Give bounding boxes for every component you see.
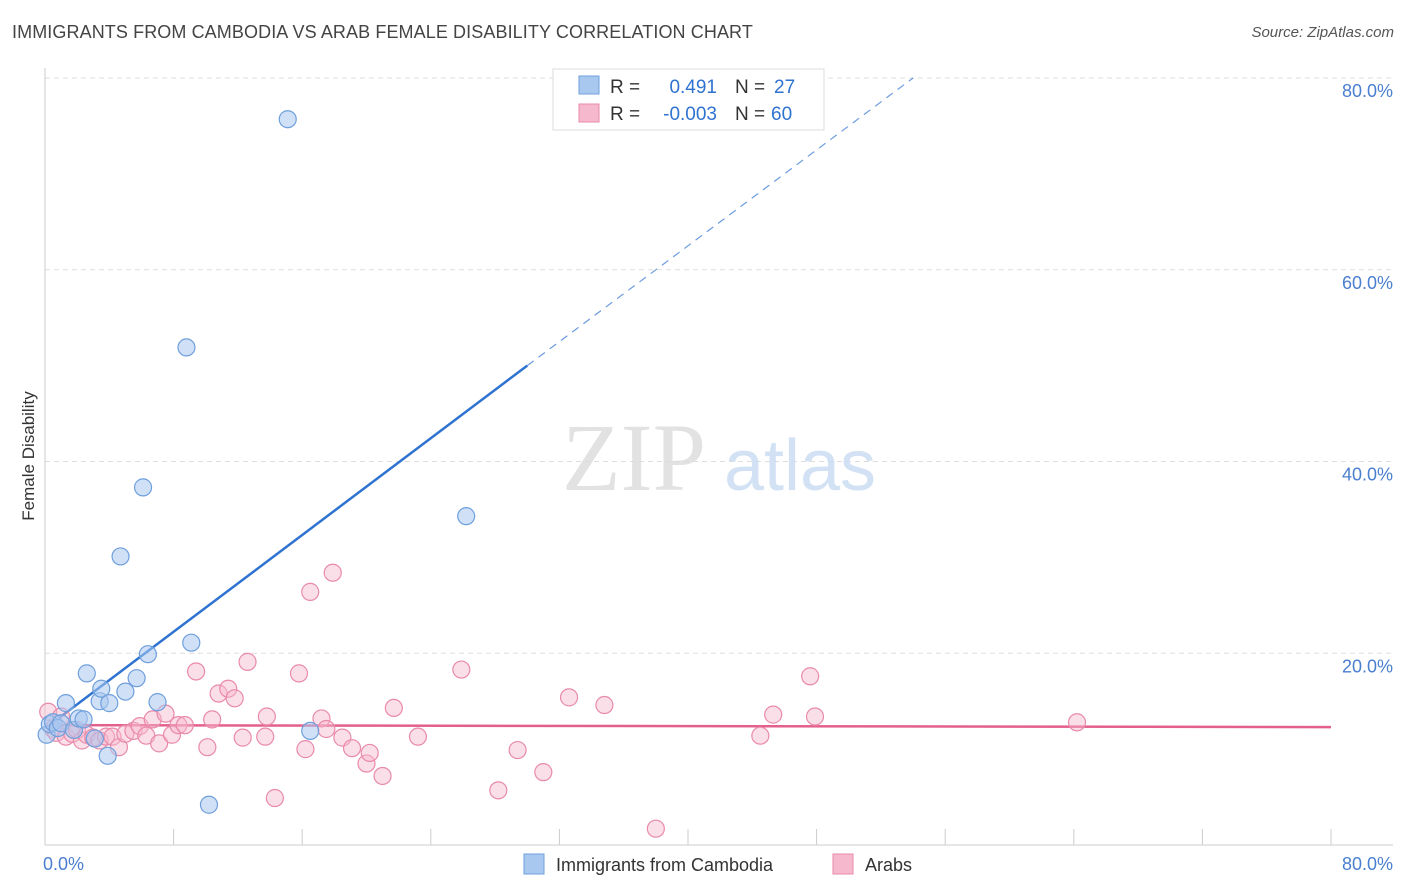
- data-point-arabs: [175, 716, 194, 735]
- data-point-cambodia: [92, 679, 111, 698]
- data-point-arabs: [1067, 713, 1087, 732]
- data-point-arabs: [296, 740, 315, 759]
- bottom-legend-swatch-cambodia: [523, 853, 545, 875]
- points-layer: [37, 110, 1087, 838]
- data-point-arabs: [595, 695, 614, 715]
- data-point-cambodia: [111, 547, 130, 566]
- data-point-arabs: [384, 698, 403, 717]
- data-point-arabs: [265, 788, 284, 808]
- data-point-arabs: [408, 727, 428, 746]
- data-point-arabs: [219, 679, 238, 698]
- watermark-zip: ZIP: [562, 404, 706, 511]
- y-tick-label: 40.0%: [1342, 465, 1393, 485]
- data-point-cambodia: [182, 633, 201, 652]
- data-point-arabs: [169, 716, 188, 735]
- legend-n-label-arabs: N =: [735, 104, 765, 125]
- watermark: ZIP atlas: [562, 404, 876, 511]
- legend-r-value-cambodia: 0.491: [669, 77, 717, 98]
- data-point-cambodia: [177, 338, 196, 357]
- data-point-arabs: [317, 719, 336, 739]
- legend-swatch-cambodia: [578, 75, 600, 95]
- bottom-legend-label-cambodia: Immigrants from Cambodia: [556, 855, 774, 875]
- data-point-arabs: [360, 743, 379, 763]
- data-point-cambodia: [77, 664, 96, 683]
- stats-legend: R = 0.491 N = 27 R = -0.003 N = 60: [552, 68, 825, 131]
- data-point-cambodia: [148, 693, 167, 712]
- data-point-cambodia: [278, 110, 297, 129]
- legend-n-value-arabs: 60: [771, 104, 792, 125]
- trendline-cambodia-extension: [526, 77, 914, 367]
- data-point-cambodia: [301, 721, 320, 741]
- chart-title: IMMIGRANTS FROM CAMBODIA VS ARAB FEMALE …: [12, 22, 753, 42]
- data-point-arabs: [373, 766, 392, 786]
- data-point-arabs: [301, 582, 320, 601]
- data-point-arabs: [646, 819, 665, 838]
- data-point-cambodia: [457, 507, 476, 526]
- data-point-arabs: [289, 664, 309, 683]
- data-point-cambodia: [74, 710, 93, 729]
- grid-layer: [45, 77, 1393, 654]
- trendline-arabs: [44, 723, 1332, 729]
- x-tick-label: 0.0%: [43, 854, 84, 874]
- data-point-arabs: [508, 740, 527, 760]
- data-point-arabs: [323, 563, 342, 582]
- legend-r-value-arabs: -0.003: [663, 104, 717, 125]
- data-point-arabs: [801, 667, 820, 686]
- data-point-arabs: [805, 707, 825, 726]
- data-point-arabs: [312, 709, 331, 728]
- data-point-cambodia: [98, 746, 117, 765]
- data-point-arabs: [534, 763, 553, 782]
- y-tick-label: 80.0%: [1342, 81, 1393, 101]
- bottom-legend-swatch-arabs: [832, 853, 854, 875]
- data-point-arabs: [198, 738, 217, 757]
- data-point-cambodia: [116, 682, 135, 701]
- data-point-arabs: [452, 660, 471, 679]
- watermark-atlas: atlas: [724, 426, 876, 506]
- y-axis-label: Female Disability: [19, 391, 38, 521]
- data-point-arabs: [203, 710, 222, 729]
- data-point-arabs: [257, 707, 276, 726]
- series-legend: Immigrants from Cambodia Arabs: [523, 853, 912, 875]
- data-point-cambodia: [100, 694, 119, 713]
- data-point-arabs: [357, 754, 376, 773]
- data-point-arabs: [559, 688, 579, 707]
- legend-n-label-cambodia: N =: [735, 77, 765, 98]
- data-point-arabs: [238, 652, 257, 671]
- data-point-arabs: [751, 726, 770, 745]
- data-point-arabs: [342, 739, 362, 758]
- legend-swatch-arabs: [578, 103, 600, 123]
- chart-source: Source: ZipAtlas.com: [1251, 24, 1394, 41]
- data-point-arabs: [150, 734, 169, 753]
- trend-layer: [44, 77, 1332, 729]
- data-point-cambodia: [138, 645, 157, 664]
- data-point-cambodia: [85, 729, 104, 748]
- data-point-arabs: [233, 728, 252, 747]
- data-point-cambodia: [56, 694, 75, 713]
- data-point-arabs: [225, 689, 244, 708]
- trendline-cambodia: [47, 364, 529, 728]
- y-tick-label: 20.0%: [1342, 656, 1393, 676]
- y-tick-label: 60.0%: [1342, 273, 1393, 293]
- data-point-arabs: [489, 781, 508, 800]
- legend-n-value-cambodia: 27: [774, 77, 795, 98]
- x-tick-label: 80.0%: [1342, 854, 1393, 874]
- legend-r-label-arabs: R =: [610, 104, 640, 125]
- data-point-cambodia: [199, 795, 219, 814]
- legend-r-label-cambodia: R =: [610, 77, 640, 98]
- data-point-cambodia: [127, 669, 146, 688]
- data-point-cambodia: [133, 478, 153, 497]
- data-point-arabs: [187, 662, 206, 681]
- axis-layer: 20.0% 40.0% 60.0% 80.0% 0.0% 80.0%: [43, 68, 1393, 874]
- data-point-arabs: [764, 705, 783, 724]
- bottom-legend-label-arabs: Arabs: [865, 855, 912, 875]
- data-point-arabs: [256, 727, 275, 746]
- data-point-arabs: [162, 725, 182, 744]
